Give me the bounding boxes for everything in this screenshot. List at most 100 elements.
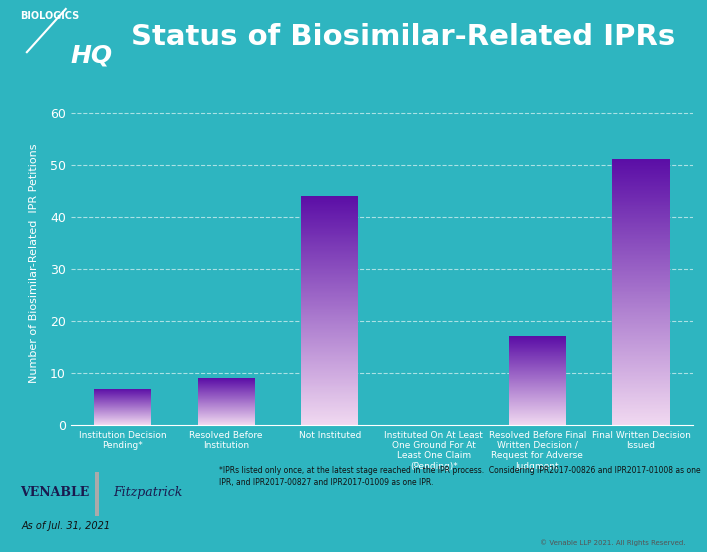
Bar bbox=[301, 354, 358, 355]
Bar bbox=[612, 264, 670, 266]
Bar bbox=[301, 212, 358, 213]
Bar bbox=[612, 379, 670, 380]
Bar bbox=[301, 309, 358, 310]
Bar bbox=[301, 294, 358, 295]
Bar bbox=[301, 276, 358, 277]
Bar bbox=[612, 233, 670, 235]
Bar bbox=[612, 202, 670, 203]
Bar bbox=[612, 396, 670, 397]
Bar bbox=[301, 349, 358, 351]
Bar bbox=[612, 231, 670, 232]
Bar bbox=[612, 245, 670, 246]
Bar bbox=[612, 332, 670, 333]
Bar bbox=[301, 399, 358, 400]
Bar bbox=[301, 221, 358, 222]
Bar bbox=[612, 381, 670, 383]
Bar bbox=[612, 271, 670, 272]
Bar bbox=[612, 356, 670, 357]
Bar bbox=[301, 388, 358, 390]
Bar bbox=[301, 409, 358, 410]
Bar bbox=[612, 402, 670, 404]
Bar bbox=[301, 405, 358, 406]
Bar bbox=[301, 230, 358, 231]
Bar bbox=[612, 415, 670, 416]
Bar bbox=[612, 225, 670, 226]
Bar bbox=[301, 304, 358, 305]
Bar bbox=[612, 319, 670, 320]
Bar bbox=[612, 296, 670, 298]
Bar bbox=[612, 361, 670, 363]
Bar bbox=[301, 415, 358, 416]
Bar bbox=[301, 261, 358, 262]
Bar bbox=[301, 262, 358, 263]
Bar bbox=[612, 383, 670, 384]
Bar bbox=[612, 240, 670, 242]
Bar bbox=[612, 251, 670, 252]
Bar bbox=[612, 267, 670, 268]
Bar bbox=[612, 294, 670, 295]
Bar bbox=[301, 248, 358, 250]
Bar bbox=[612, 349, 670, 351]
Bar bbox=[612, 186, 670, 187]
Bar bbox=[301, 357, 358, 359]
Bar bbox=[612, 248, 670, 250]
Bar bbox=[612, 423, 670, 425]
Bar bbox=[301, 264, 358, 266]
Bar bbox=[612, 161, 670, 162]
Text: HQ: HQ bbox=[71, 44, 113, 68]
Bar bbox=[301, 232, 358, 233]
Bar bbox=[301, 380, 358, 381]
Bar bbox=[612, 339, 670, 340]
Bar bbox=[612, 200, 670, 202]
Bar bbox=[612, 190, 670, 192]
Bar bbox=[301, 288, 358, 289]
Text: Status of Biosimilar-Related IPRs: Status of Biosimilar-Related IPRs bbox=[131, 23, 675, 51]
Bar bbox=[301, 348, 358, 349]
Bar bbox=[301, 324, 358, 325]
Bar bbox=[612, 343, 670, 344]
Bar bbox=[612, 258, 670, 259]
Bar bbox=[301, 338, 358, 339]
Bar bbox=[612, 261, 670, 262]
Bar bbox=[612, 216, 670, 218]
Bar bbox=[301, 367, 358, 368]
Bar bbox=[612, 163, 670, 164]
Bar bbox=[301, 379, 358, 380]
Bar bbox=[612, 303, 670, 304]
Bar bbox=[301, 369, 358, 370]
Bar bbox=[301, 376, 358, 377]
Bar bbox=[612, 404, 670, 405]
Bar bbox=[612, 312, 670, 314]
Bar bbox=[301, 268, 358, 269]
Bar bbox=[301, 219, 358, 220]
Bar bbox=[301, 266, 358, 267]
Bar bbox=[301, 199, 358, 200]
Bar bbox=[301, 353, 358, 354]
Bar bbox=[612, 170, 670, 171]
Bar bbox=[301, 300, 358, 301]
Bar bbox=[301, 329, 358, 330]
Bar bbox=[301, 278, 358, 279]
Bar bbox=[612, 219, 670, 220]
Bar bbox=[612, 177, 670, 178]
Bar bbox=[301, 417, 358, 418]
Bar bbox=[612, 341, 670, 343]
Bar bbox=[301, 402, 358, 404]
Bar bbox=[301, 208, 358, 209]
Bar bbox=[612, 380, 670, 381]
Bar bbox=[301, 215, 358, 216]
Bar bbox=[612, 400, 670, 401]
Bar bbox=[301, 312, 358, 314]
Bar bbox=[612, 392, 670, 393]
Text: © Venable LLP 2021. All Rights Reserved.: © Venable LLP 2021. All Rights Reserved. bbox=[540, 540, 686, 546]
Bar bbox=[612, 410, 670, 412]
Bar bbox=[301, 225, 358, 226]
Bar bbox=[301, 284, 358, 285]
Bar bbox=[612, 174, 670, 176]
Bar bbox=[612, 213, 670, 214]
Bar bbox=[612, 247, 670, 248]
Bar bbox=[301, 339, 358, 340]
Bar bbox=[301, 196, 358, 197]
Bar bbox=[301, 299, 358, 300]
Bar bbox=[301, 361, 358, 362]
